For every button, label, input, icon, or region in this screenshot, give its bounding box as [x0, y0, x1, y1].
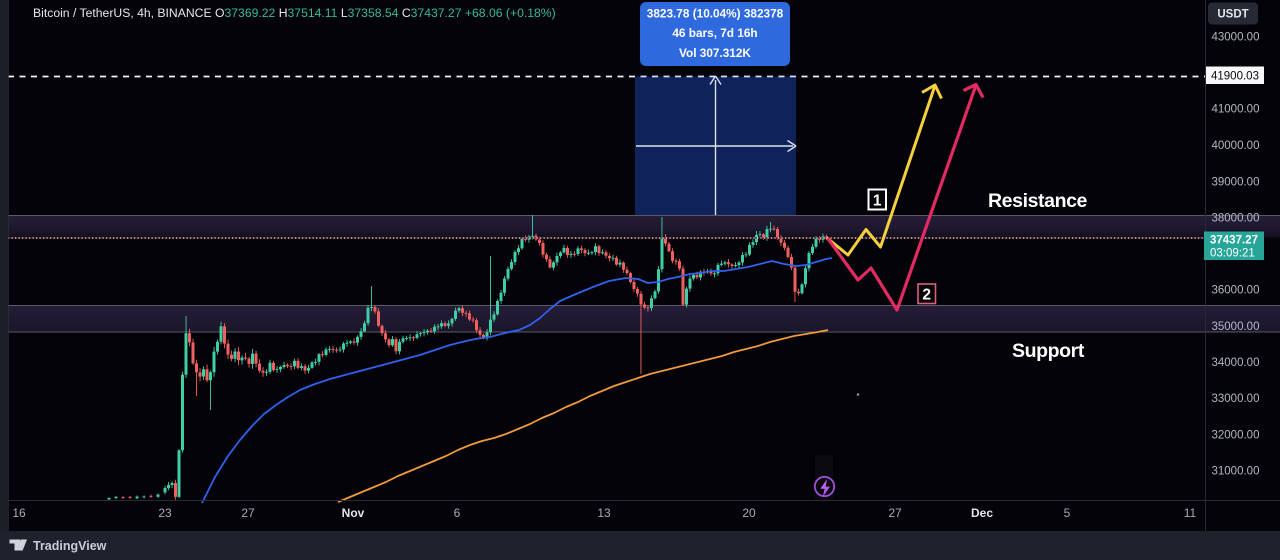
svg-text:Support: Support: [1012, 340, 1085, 362]
svg-text:Dec: Dec: [971, 506, 993, 520]
svg-text:6: 6: [454, 506, 461, 520]
svg-text:Nov: Nov: [342, 506, 365, 520]
svg-text:37437.27: 37437.27: [1210, 235, 1258, 247]
svg-text:5: 5: [1064, 506, 1071, 520]
svg-text:38000.00: 38000.00: [1212, 212, 1260, 224]
svg-text:46 bars, 7d 16h: 46 bars, 7d 16h: [672, 26, 757, 40]
svg-text:32000.00: 32000.00: [1212, 429, 1260, 441]
svg-text:41900.03: 41900.03: [1211, 71, 1259, 83]
svg-text:3823.78 (10.04%) 382378: 3823.78 (10.04%) 382378: [647, 7, 784, 21]
svg-text:43000.00: 43000.00: [1212, 32, 1260, 44]
svg-text:2: 2: [922, 287, 931, 304]
svg-text:USDT: USDT: [1217, 9, 1248, 21]
svg-text:40000.00: 40000.00: [1212, 140, 1260, 152]
svg-text:33000.00: 33000.00: [1212, 393, 1260, 405]
svg-text:TradingView: TradingView: [33, 539, 107, 553]
svg-text:03:09:21: 03:09:21: [1210, 248, 1255, 260]
svg-text:Vol 307.312K: Vol 307.312K: [679, 46, 751, 60]
svg-text:35000.00: 35000.00: [1212, 321, 1260, 333]
svg-text:16: 16: [12, 506, 26, 520]
svg-text:34000.00: 34000.00: [1212, 357, 1260, 369]
svg-text:Resistance: Resistance: [988, 190, 1088, 212]
svg-text:31000.00: 31000.00: [1212, 466, 1260, 478]
svg-text:23: 23: [158, 506, 172, 520]
svg-text:36000.00: 36000.00: [1212, 285, 1260, 297]
svg-text:20: 20: [742, 506, 756, 520]
svg-text:13: 13: [597, 506, 611, 520]
svg-text:11: 11: [1184, 506, 1197, 520]
svg-text:Bitcoin / TetherUS, 4h, BINANC: Bitcoin / TetherUS, 4h, BINANCE O37369.2…: [33, 6, 556, 20]
svg-text:39000.00: 39000.00: [1212, 176, 1260, 188]
svg-text:1: 1: [873, 193, 882, 210]
svg-text:41000.00: 41000.00: [1212, 104, 1260, 116]
svg-text:27: 27: [888, 506, 902, 520]
svg-text:27: 27: [241, 506, 255, 520]
